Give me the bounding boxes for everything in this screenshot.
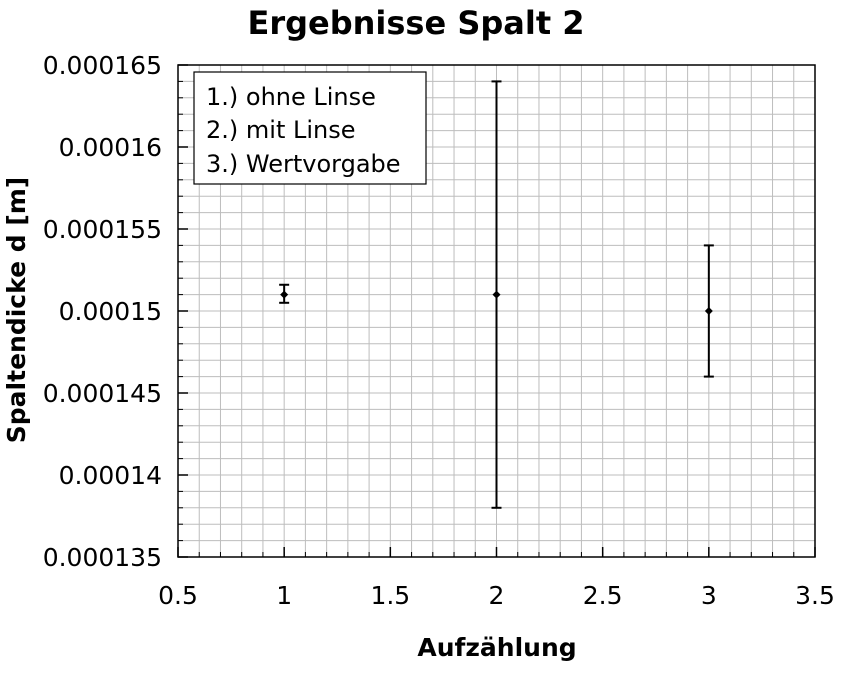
y-tick-label: 0.00015 bbox=[59, 297, 162, 326]
chart-title: Ergebnisse Spalt 2 bbox=[247, 4, 584, 42]
point-marker bbox=[280, 290, 289, 299]
data-point-2 bbox=[491, 80, 502, 509]
y-tick-label: 0.000155 bbox=[43, 215, 162, 244]
x-tick-label: 1 bbox=[276, 581, 292, 610]
y-tick-label: 0.00016 bbox=[59, 133, 162, 162]
data-point-1 bbox=[279, 283, 290, 304]
data-points bbox=[279, 80, 714, 509]
point-marker bbox=[704, 307, 713, 315]
x-axis-label: Aufzählung bbox=[417, 633, 576, 662]
x-tick-label: 1.5 bbox=[370, 581, 410, 610]
legend-item-2: 2.) mit Linse bbox=[206, 116, 356, 144]
y-tick-label: 0.000135 bbox=[43, 543, 162, 572]
x-tick-label: 2.5 bbox=[583, 581, 623, 610]
legend-item-1: 1.) ohne Linse bbox=[206, 83, 376, 111]
x-tick-label: 3.5 bbox=[795, 581, 835, 610]
x-tick-label: 3 bbox=[701, 581, 717, 610]
x-tick-label: 0.5 bbox=[158, 581, 198, 610]
legend-box bbox=[193, 71, 427, 185]
data-point-3 bbox=[703, 244, 714, 378]
y-tick-label: 0.000145 bbox=[43, 379, 162, 408]
ticks: 0.5 1 1.5 2 2.5 3 3.5 0.000135 0.00014 0.000145 0.… bbox=[43, 51, 835, 610]
y-tick-label: 0.000165 bbox=[43, 51, 162, 80]
y-tick-label: 0.00014 bbox=[59, 461, 162, 490]
y-axis-label: Spaltendicke d [m] bbox=[2, 177, 31, 443]
point-marker bbox=[492, 290, 501, 299]
legend: 1.) ohne Linse 2.) mit Linse 3.) Wertvor… bbox=[193, 71, 427, 185]
x-tick-label: 2 bbox=[489, 581, 505, 610]
legend-item-3: 3.) Wertvorgabe bbox=[206, 150, 401, 178]
